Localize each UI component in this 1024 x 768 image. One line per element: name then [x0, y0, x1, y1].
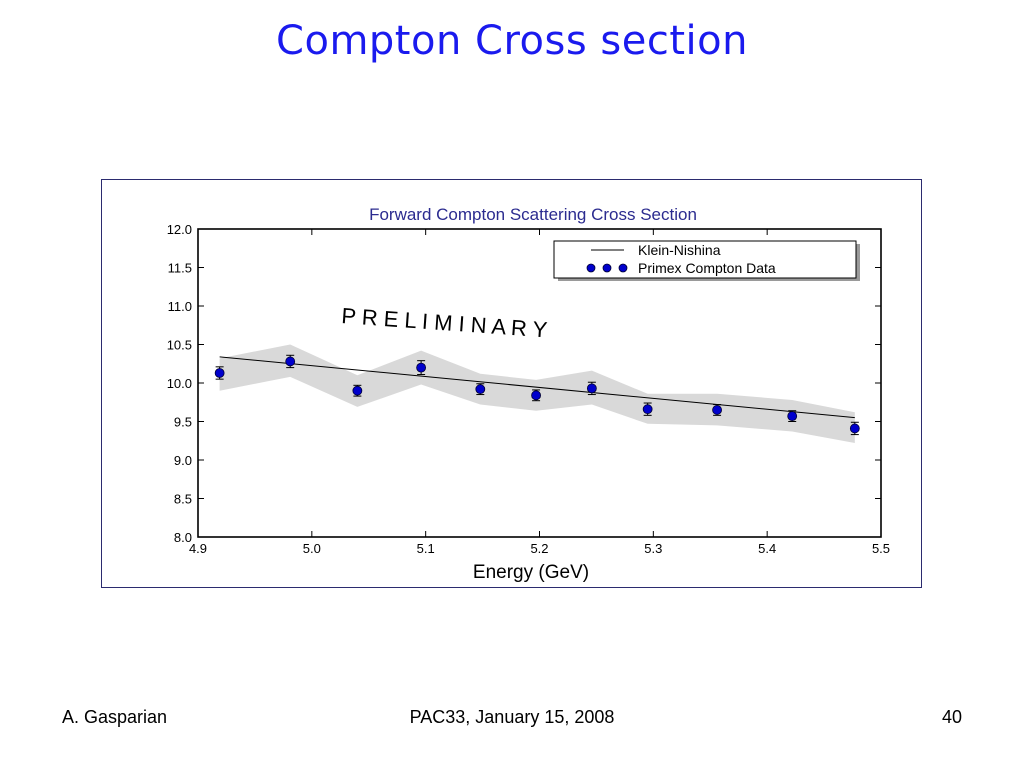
x-tick-label: 5.5	[872, 541, 890, 556]
x-tick-label: 4.9	[189, 541, 207, 556]
y-tick-label: 8.0	[174, 530, 192, 545]
y-tick-label: 10.0	[167, 376, 192, 391]
x-tick-label: 5.4	[758, 541, 776, 556]
y-tick-label: 9.5	[174, 415, 192, 430]
data-points-layer	[214, 354, 860, 436]
chart-title: Forward Compton Scattering Cross Section	[369, 205, 697, 224]
data-point	[787, 411, 798, 422]
y-tick-label: 11.5	[168, 261, 192, 276]
legend-marker-swatch	[586, 263, 596, 273]
data-point	[416, 362, 427, 373]
x-tick-label: 5.2	[530, 541, 548, 556]
y-tick-label: 11.0	[168, 299, 192, 314]
data-point	[642, 404, 653, 415]
data-point	[475, 384, 486, 395]
y-tick-label: 9.0	[174, 453, 192, 468]
y-tick-label: 10.5	[167, 338, 192, 353]
y-tick-label: 8.5	[174, 492, 192, 507]
legend-marker-swatch	[618, 263, 628, 273]
legend: Klein-Nishina Primex Compton Data	[553, 240, 860, 281]
data-point	[214, 368, 225, 378]
klein-nishina-line	[219, 356, 855, 419]
legend-label-primex-data: Primex Compton Data	[638, 260, 776, 276]
x-tick-label: 5.3	[644, 541, 662, 556]
x-axis-label: Energy (GeV)	[473, 562, 589, 583]
tick-labels-layer: 4.9 5.0 5.1 5.2 5.3 5.4 5.5 8.0 8.5 9.0 9.5 10.0 10.…	[167, 222, 890, 556]
data-point	[285, 356, 296, 367]
data-point	[531, 390, 541, 401]
chart-frame: 4.9 5.0 5.1 5.2 5.3 5.4 5.5 8.0 8.5 9.0 9.5 10.0 10.…	[101, 179, 922, 588]
legend-box	[553, 240, 857, 279]
chart-svg: 4.9 5.0 5.1 5.2 5.3 5.4 5.5 8.0 8.5 9.0 9.5 10.0 10.…	[167, 205, 890, 583]
footer-page-number: 40	[941, 707, 962, 727]
legend-label-klein-nishina: Klein-Nishina	[638, 242, 721, 258]
footer-author: A. Gasparian	[62, 707, 168, 727]
x-tick-label: 5.1	[417, 541, 435, 556]
data-point	[586, 383, 597, 394]
y-tick-label: 12.0	[167, 222, 192, 237]
axis-ticks-layer	[197, 228, 882, 538]
data-point	[712, 405, 722, 415]
legend-marker-swatch	[602, 263, 612, 273]
preliminary-annotation: P R E L I M I N A R Y	[341, 303, 549, 342]
data-point	[352, 385, 363, 396]
slide-title: Compton Cross section	[276, 18, 748, 64]
x-tick-label: 5.0	[303, 541, 321, 556]
footer-event: PAC33, January 15, 2008	[409, 707, 615, 727]
theory-line-layer	[219, 356, 855, 419]
data-point	[849, 423, 860, 434]
